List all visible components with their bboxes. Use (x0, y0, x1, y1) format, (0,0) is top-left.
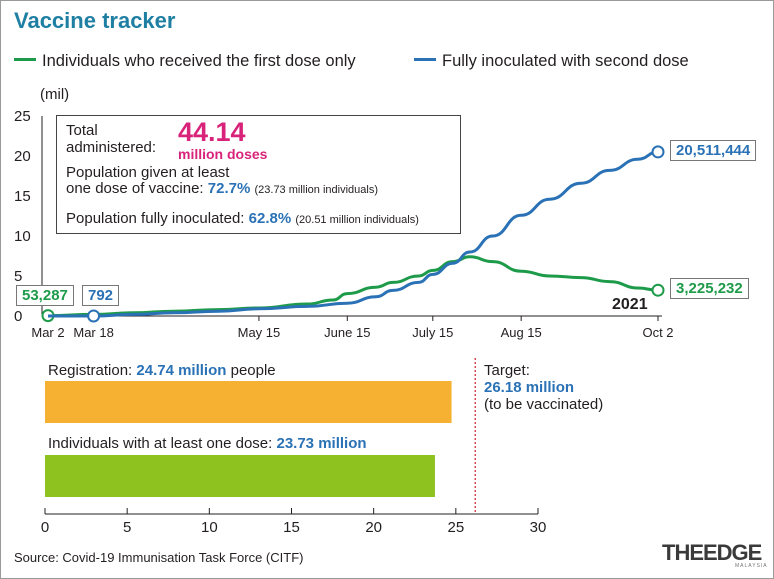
legend-label-fully: Fully inoculated with second dose (442, 52, 689, 70)
series-line-fully (47, 150, 659, 318)
x-tick-label: Aug 15 (501, 325, 542, 340)
year-label: 2021 (612, 296, 648, 313)
end-point-fully (651, 145, 665, 159)
end-point-first-dose (651, 283, 665, 297)
x-tick-label: May 15 (238, 325, 281, 340)
y-tick-label: 0 (14, 308, 22, 325)
registration-label: Registration: 24.74 million people (48, 362, 276, 379)
bar-one-dose (45, 455, 435, 497)
start-label-first-dose: 53,287 (16, 285, 74, 306)
y-axis-label: (mil) (40, 86, 70, 103)
y-tick-label: 25 (14, 108, 31, 125)
x-tick-label: June 15 (324, 325, 370, 340)
legend-item-fully: Fully inoculated with second dose (414, 52, 689, 71)
bar-registration (45, 381, 452, 423)
bar-x-tick-label: 25 (447, 519, 464, 536)
source-note: Source: Covid-19 Immunisation Task Force… (14, 550, 304, 565)
y-tick-label: 20 (14, 148, 31, 165)
target-label: Target: 26.18 million (to be vaccinated) (484, 362, 604, 413)
start-point-fully (87, 309, 101, 323)
chart-title: Vaccine tracker (14, 8, 176, 33)
x-tick-label: Mar 2 (31, 325, 64, 340)
bar-x-tick-label: 10 (201, 519, 218, 536)
total-unit: million doses (178, 146, 268, 162)
series-line-first-dose (47, 255, 659, 318)
legend-swatch-green (14, 58, 36, 62)
end-label-fully: 20,511,444 (670, 140, 757, 161)
total-label: Total administered: (66, 122, 157, 156)
y-tick-label: 5 (14, 268, 22, 285)
legend-item-first-dose: Individuals who received the first dose … (14, 52, 356, 71)
total-value: 44.14 (178, 117, 246, 147)
x-tick-label: July 15 (412, 325, 453, 340)
bar-x-tick-label: 15 (283, 519, 300, 536)
population-one-dose: Population given at least one dose of va… (66, 164, 378, 197)
legend-swatch-blue (414, 58, 436, 62)
start-label-fully: 792 (82, 285, 120, 306)
one-dose-label: Individuals with at least one dose: 23.7… (48, 435, 367, 452)
x-tick-label: Oct 2 (642, 325, 673, 340)
summary-box: Total administered: 44.14 million doses P… (56, 115, 461, 234)
bar-x-tick-label: 20 (365, 519, 382, 536)
bar-x-tick-label: 30 (530, 519, 547, 536)
end-label-first-dose: 3,225,232 (670, 278, 749, 299)
publisher-logo: THEEDGE (662, 540, 762, 565)
bar-x-tick-label: 5 (123, 519, 131, 536)
bar-x-tick-label: 0 (41, 519, 49, 536)
publisher-logo-sub: MALAYSIA (735, 563, 768, 569)
y-tick-label: 10 (14, 228, 31, 245)
legend-label-first-dose: Individuals who received the first dose … (42, 52, 356, 70)
y-tick-label: 15 (14, 188, 31, 205)
population-fully: Population fully inoculated: 62.8% (20.5… (66, 210, 419, 227)
x-tick-label: Mar 18 (73, 325, 113, 340)
